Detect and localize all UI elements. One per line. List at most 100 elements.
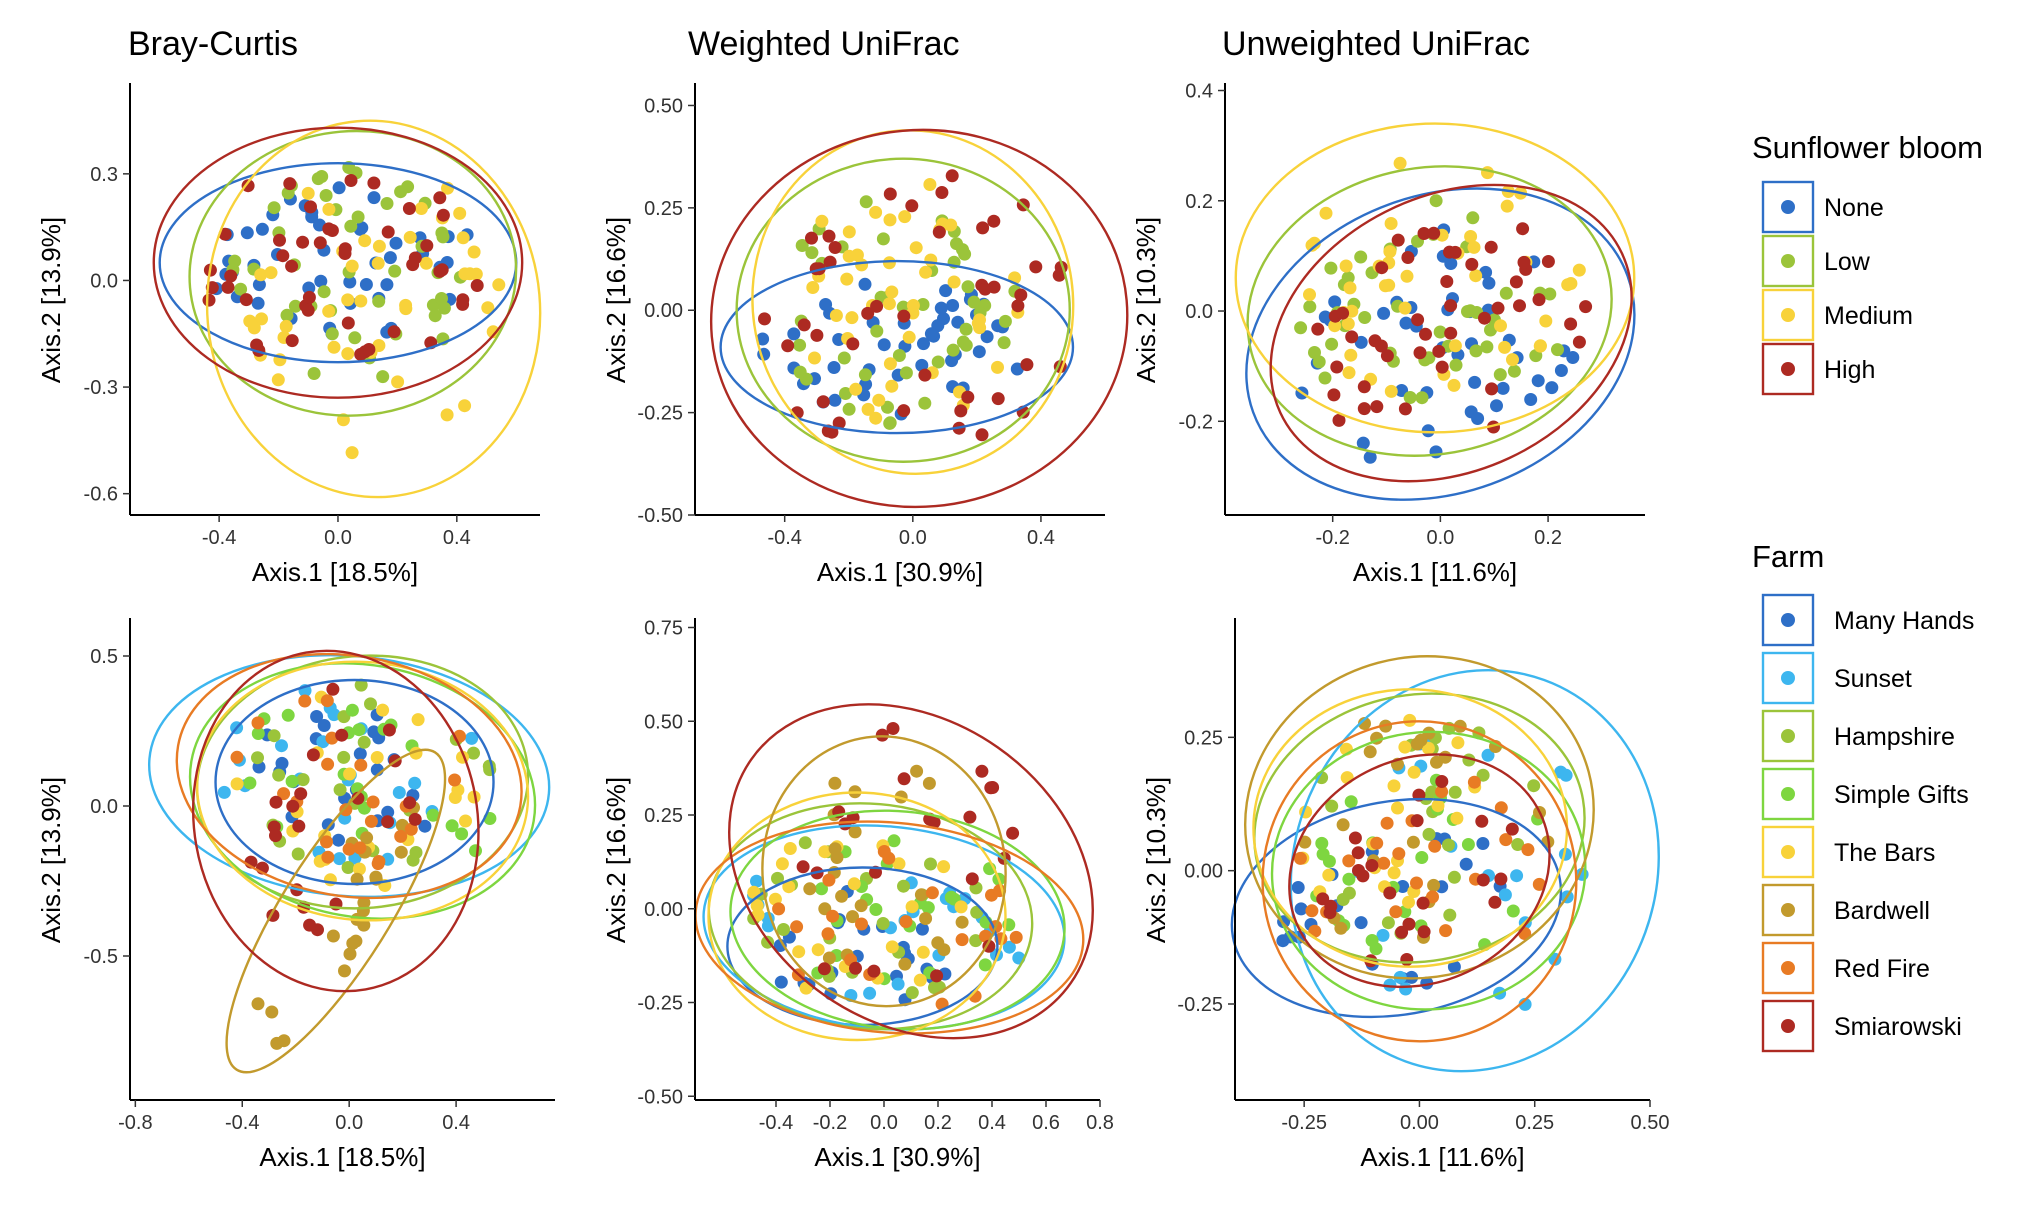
point-low (1318, 371, 1332, 385)
point-the-bars (343, 767, 357, 781)
y-tick-label: 0.75 (644, 618, 683, 640)
point-high (1485, 382, 1499, 396)
point-high (797, 318, 811, 332)
point-medium (1342, 366, 1356, 380)
point-none (343, 275, 357, 289)
point-the-bars (954, 900, 968, 914)
point-high (918, 368, 932, 382)
point-the-bars (783, 842, 797, 855)
point-sunset (1554, 765, 1568, 779)
ellipse-many-hands (1230, 797, 1563, 1019)
ellipse-red-fire (1261, 720, 1578, 1043)
point-high (822, 229, 836, 243)
point-high (1444, 326, 1458, 340)
point-medium (456, 231, 470, 245)
point-smiarowski (1494, 872, 1508, 886)
ellipse-the-bars (195, 660, 530, 922)
legend-key-dot (1781, 362, 1795, 376)
point-high (954, 404, 968, 418)
legend-label-bardwell: Bardwell (1834, 897, 1930, 925)
point-high (296, 235, 310, 249)
point-high (1401, 251, 1415, 264)
point-none (1395, 384, 1409, 397)
point-high (1435, 360, 1449, 374)
point-medium (419, 256, 433, 270)
point-none (827, 361, 841, 374)
point-none (1429, 445, 1443, 459)
point-red-fire (321, 757, 335, 771)
y-tick-label: -0.50 (637, 505, 683, 527)
point-bardwell (1358, 717, 1371, 730)
point-high (1336, 306, 1350, 320)
point-red-fire (325, 731, 339, 745)
x-tick-label: 0.50 (1631, 1112, 1670, 1134)
point-smiarowski (326, 682, 340, 696)
point-the-bars (370, 751, 384, 764)
point-smiarowski (335, 728, 349, 742)
point-smiarowski (867, 964, 881, 978)
y-tick-label: 0.25 (644, 198, 683, 220)
point-high (285, 259, 299, 273)
point-high (935, 186, 949, 199)
point-high (810, 328, 824, 342)
point-low (311, 172, 325, 186)
legend-title: Farm (1752, 539, 1824, 574)
legend-key-dot (1781, 729, 1795, 743)
y-tick-label: -0.50 (637, 1086, 683, 1108)
legend-label-red-fire: Red Fire (1834, 955, 1930, 983)
point-high (961, 390, 975, 404)
point-medium (243, 314, 257, 328)
point-medium (991, 360, 1004, 374)
point-smiarowski (875, 728, 889, 742)
point-the-bars (1387, 866, 1401, 880)
point-high (241, 179, 255, 193)
point-medium (861, 402, 875, 416)
point-high (283, 177, 297, 191)
point-red-fire (1380, 816, 1394, 830)
point-low (837, 351, 851, 365)
point-bardwell (822, 951, 836, 965)
point-medium (1383, 245, 1397, 259)
point-many-hands (418, 819, 432, 833)
point-high (301, 303, 315, 317)
ellipse-smiarowski (191, 649, 480, 993)
point-red-fire (372, 855, 386, 868)
point-hampshire (1527, 779, 1541, 793)
point-low (918, 396, 932, 410)
point-high (367, 176, 381, 190)
point-the-bars (352, 862, 366, 876)
point-none (980, 330, 994, 344)
point-the-bars (811, 943, 825, 957)
x-axis-title: Axis.1 [30.9%] (814, 1142, 980, 1172)
legend-label-medium: Medium (1824, 302, 1913, 330)
point-high (1380, 349, 1394, 363)
point-medium (1384, 217, 1398, 230)
point-hampshire (357, 735, 371, 749)
point-medium (842, 225, 856, 239)
y-tick-label: 0.0 (90, 796, 118, 818)
x-tick-label: 0.0 (324, 527, 352, 549)
point-high (1011, 299, 1025, 313)
point-high (344, 174, 358, 187)
point-low (1461, 305, 1474, 318)
point-bardwell (846, 910, 859, 924)
point-bardwell (369, 870, 383, 884)
x-tick-label: -0.2 (1315, 527, 1349, 549)
point-high (1532, 293, 1546, 307)
point-red-fire (821, 927, 835, 941)
legend-key-dot (1781, 961, 1795, 975)
point-sunset (217, 785, 231, 799)
x-tick-label: 0.0 (335, 1112, 363, 1134)
point-none (1363, 450, 1377, 464)
y-tick-label: 0.2 (1185, 191, 1213, 213)
point-medium (885, 285, 899, 299)
point-none (1356, 436, 1370, 450)
point-many-hands (310, 710, 324, 723)
point-high (433, 191, 447, 205)
point-high (932, 225, 946, 239)
y-tick-label: -0.3 (84, 377, 118, 399)
point-medium (492, 278, 506, 292)
point-low (1325, 337, 1339, 351)
point-many-hands (1294, 902, 1308, 916)
